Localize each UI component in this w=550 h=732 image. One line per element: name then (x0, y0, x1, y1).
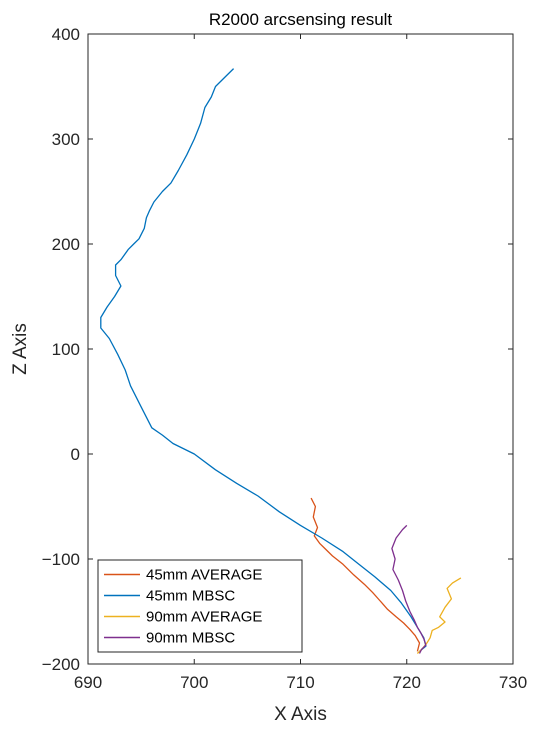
series-layer (100, 68, 462, 654)
plot-area (88, 34, 513, 664)
y-tick-label: 400 (52, 25, 80, 44)
legend-box (97, 559, 303, 653)
axes-layer: 690 700 710 720 730 −200 −100 0 100 200 300 400 (42, 25, 527, 692)
legend-label: 45mm AVERAGE (146, 567, 262, 584)
series-line-1 (310, 497, 421, 652)
x-tick-label: 690 (74, 673, 102, 692)
y-tick-label: −200 (42, 655, 80, 674)
legend-label: 90mm MBSC (146, 630, 235, 647)
series-line-2 (100, 68, 427, 652)
y-axis-label: Z Axis (10, 323, 31, 375)
x-tick-label: 720 (393, 673, 421, 692)
series-line-3 (416, 577, 462, 654)
y-tick-label: 300 (52, 130, 80, 149)
x-tick-label: 730 (499, 673, 527, 692)
x-tick-label: 700 (180, 673, 208, 692)
x-tick-label: 710 (286, 673, 314, 692)
series-line-4 (391, 524, 427, 654)
legend: 45mm AVERAGE 45mm MBSC 90mm AVERAGE 90mm MB… (97, 559, 303, 653)
y-tick-label: −100 (42, 550, 80, 569)
chart-title: R2000 arcsensing result (209, 10, 393, 29)
y-tick-label: 100 (52, 340, 80, 359)
y-tick-label: 0 (71, 445, 80, 464)
y-tick-label: 200 (52, 235, 80, 254)
legend-label: 90mm AVERAGE (146, 609, 262, 626)
legend-label: 45mm MBSC (146, 588, 235, 605)
x-axis-label: X Axis (274, 704, 327, 725)
